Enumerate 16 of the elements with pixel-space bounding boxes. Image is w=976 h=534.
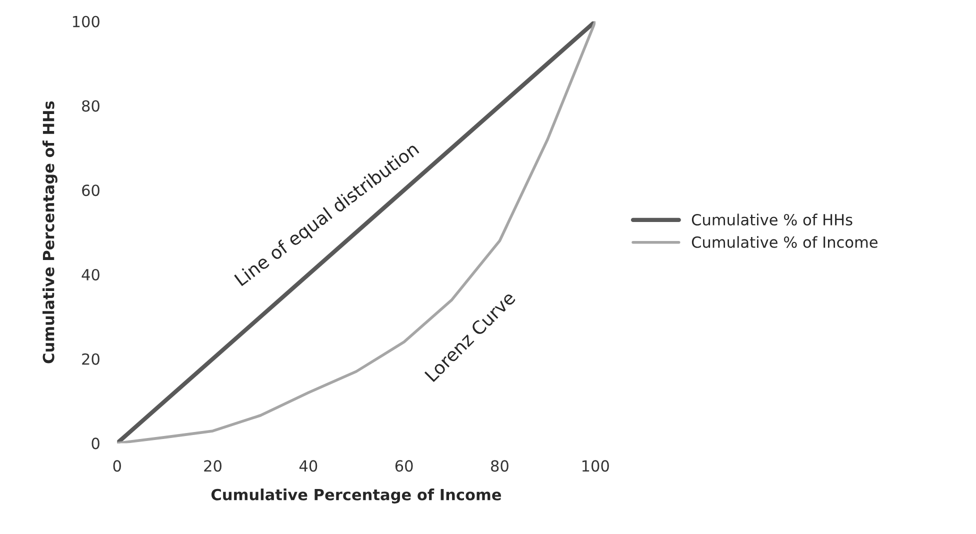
- y-tick-label: 40: [82, 268, 100, 280]
- x-tick-label: 0: [113, 460, 121, 472]
- x-tick-label: 40: [299, 460, 318, 472]
- y-tick-label: 60: [82, 184, 100, 196]
- y-tick-label: 20: [82, 353, 100, 365]
- y-tick-label: 0: [92, 438, 100, 450]
- x-tick-label: 80: [491, 460, 508, 472]
- x-tick-label: 60: [395, 460, 413, 472]
- y-axis-title: Cumulative Percentage of HHs: [42, 101, 58, 364]
- legend-label: Cumulative % of Income: [692, 236, 878, 248]
- y-tick-label: 80: [82, 100, 100, 112]
- x-tick-label: 100: [582, 460, 609, 472]
- x-axis-title: Cumulative Percentage of Income: [211, 488, 502, 504]
- legend-label: Cumulative % of HHs: [692, 214, 852, 226]
- x-tick-label: 20: [204, 460, 222, 472]
- y-tick-label: 100: [72, 16, 100, 28]
